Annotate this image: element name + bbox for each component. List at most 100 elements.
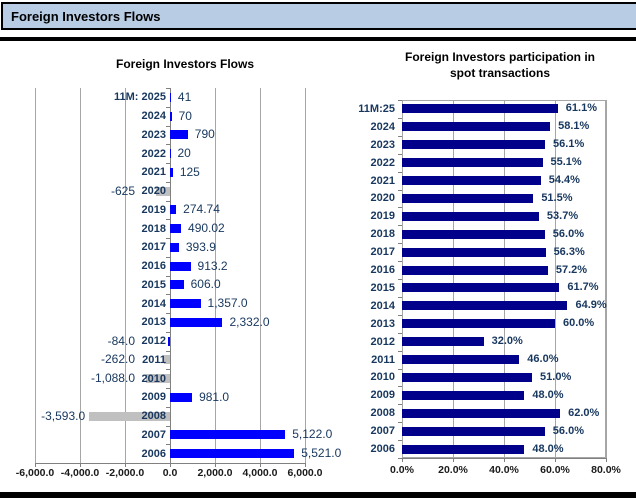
category-axis-tick [166,256,170,258]
bar-value-label: 981.0 [199,389,230,404]
category-label: 2017 [141,241,166,254]
bar-value-label: 48.0% [532,388,564,401]
bar [402,372,533,382]
gridline [504,100,505,458]
category-label: 2011 [371,353,395,366]
gridline [215,88,216,463]
plot-border [402,100,606,458]
category-axis-tick [398,117,402,119]
category-axis-tick [166,88,170,89]
category-axis-tick [166,350,170,352]
bar-value-label: 61.1% [565,102,597,115]
category-label: 2020 [370,192,395,205]
category-axis-tick [166,406,170,408]
bar [170,280,184,290]
x-axis-tick [80,463,81,467]
category-axis-tick [166,294,170,296]
left-chart-title: Foreign Investors Flows [115,57,255,71]
bar [170,111,172,121]
gridline [453,100,454,458]
right-chart-title: Foreign Investors participation in spot … [380,49,620,81]
bar [402,319,555,329]
x-axis-tick [504,458,505,462]
gridline [125,88,126,463]
category-label: 2024 [141,110,166,123]
category-axis-tick [398,314,402,316]
gridline [170,88,171,463]
bar [402,247,546,257]
bar [402,193,534,203]
bar [402,229,545,239]
category-axis-tick [398,332,402,334]
gridline [260,88,261,463]
category-label: 2021 [141,166,166,179]
category-axis-tick [398,171,402,173]
bar-value-label: 2,332.0 [229,314,270,329]
x-tick-label: 80.0% [591,464,621,476]
bar-value-label: 57.2% [555,263,588,276]
category-axis-tick [398,279,402,280]
category-axis-tick [398,243,402,245]
category-label: 2015 [370,281,395,294]
bar [89,411,170,421]
bottom-divider [0,492,636,498]
category-axis-tick [398,350,402,352]
bar-value-label: 56.3% [553,245,585,258]
category-axis-tick [398,386,402,388]
category-label: 2023 [141,128,166,141]
category-label: 2018 [141,222,166,235]
category-axis-tick [166,369,170,371]
bar-value-label: 58.1% [558,120,590,133]
gridline [555,100,556,458]
category-label: 2008 [370,407,395,420]
bar [164,355,170,365]
category-label: 2017 [370,246,395,259]
x-tick-label: 0.0 [162,467,178,479]
category-axis-tick [166,388,170,389]
category-label: 2015 [141,278,166,291]
x-axis-tick [170,463,171,467]
category-axis-tick [398,440,402,442]
category-label: 2007 [141,428,166,441]
category-axis-tick [398,135,402,137]
category-label: 2018 [370,228,395,241]
bar-value-label: 48.0% [532,442,564,455]
bar-value-label: 274.74 [183,202,220,217]
bar [170,430,286,440]
x-tick-label: 60.0% [540,464,570,476]
category-label: 2014 [370,299,395,312]
category-label: 2019 [141,203,166,216]
x-axis-tick [125,463,126,467]
x-axis-tick [35,463,36,467]
x-tick-label: 40.0% [489,464,519,476]
bar [170,130,188,140]
x-axis-tick [260,463,261,467]
right-chart-title-line1: Foreign Investors participation in [404,50,596,64]
bar [170,261,191,271]
category-axis-tick [166,425,170,427]
bar [402,337,484,347]
category-axis-tick [166,144,170,146]
bar [170,167,173,177]
category-label: 2009 [141,391,166,404]
category-axis-tick [398,207,402,209]
bar-value-label: -625 [110,183,135,198]
category-axis-tick [166,463,170,464]
category-axis-tick [166,331,170,333]
category-axis-tick [398,404,402,406]
category-axis-line [402,100,403,458]
category-axis-tick [166,275,170,277]
x-tick-label: 4,000.0 [242,467,278,479]
category-label: 2022 [370,156,395,169]
bar [170,299,201,309]
bar [402,283,560,293]
category-label: 2016 [370,264,395,277]
bar [402,104,558,114]
category-label: 2011 [142,353,166,366]
category-label: 2007 [370,425,395,438]
category-axis-tick [166,200,170,202]
bar-value-label: 393.9 [185,239,216,254]
x-axis-tick [453,458,454,462]
category-label: 2016 [141,260,166,273]
category-label: 2006 [370,443,395,456]
